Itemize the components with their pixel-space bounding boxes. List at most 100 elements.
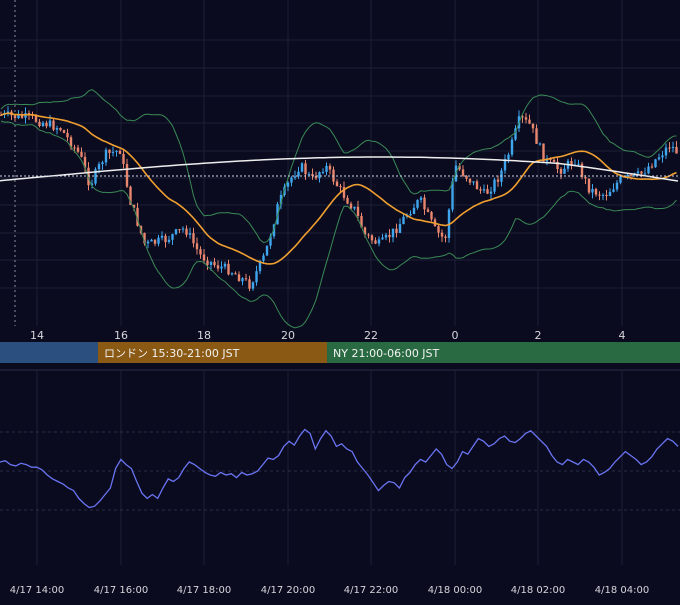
candle-body [671,146,675,149]
session-segment-ny [327,342,680,363]
candle-body [202,254,206,261]
candle-body [619,176,622,183]
candle-body [104,149,108,163]
candle-body [311,174,314,177]
candle-body [475,181,479,190]
candle-body [489,191,493,194]
candle-body [444,236,447,238]
candle-body [360,215,363,228]
candle-body [262,255,265,261]
candle-body [570,160,573,165]
candle-body [171,234,174,240]
candle-body [577,163,580,165]
candle-body [419,197,423,200]
candle-body [241,278,244,282]
candle-body [125,164,129,187]
price-plot [0,89,680,329]
candle-body [612,189,615,192]
candle-body [328,165,332,170]
candle-body [507,154,510,160]
candle-body [83,156,87,168]
candle-body [318,172,321,179]
candle-body [118,150,122,154]
oscillator-x-tick-label: 4/17 22:00 [344,585,398,596]
candle-body [556,161,559,169]
candle-body [248,279,251,289]
candle-body [297,171,300,177]
session-segment-tokyo [0,342,98,363]
candle-body [286,182,290,187]
candle-body [188,233,192,235]
candle-body [650,166,654,168]
candle-body [314,176,318,179]
candle-body [48,120,52,127]
candle-body [153,239,157,244]
candle-body [279,195,283,205]
candle-body [342,187,346,198]
candle-body [181,228,185,230]
candle-body [458,165,461,170]
candle-body [307,174,311,176]
candle-body [251,282,255,289]
candle-body [206,260,209,265]
candle-body [412,207,416,214]
candle-body [402,216,405,225]
candle-body [514,128,517,140]
candle-body [461,169,465,176]
candle-body [244,278,248,280]
candle-body [493,179,496,192]
candle-body [90,183,94,186]
candle-body [220,266,223,269]
candle-body [62,130,66,133]
candle-body [349,203,353,209]
oscillator-x-axis: 4/17 14:00 4/17 16:00 4/17 18:00 4/17 20:00… [10,585,649,596]
candle-body [17,114,20,119]
candle-body [73,147,76,149]
price-x-tick-label: 2 [535,329,542,342]
candle-body [157,237,160,244]
candle-body [160,235,164,238]
candle-body [353,206,356,209]
oscillator-x-tick-label: 4/17 14:00 [10,585,64,596]
candle-body [272,224,276,237]
candle-body [440,232,444,237]
candle-body [6,111,10,113]
candle-body [55,128,59,130]
candle-body [66,132,69,138]
price-x-tick-label: 4 [619,329,626,342]
candle-body [192,233,195,244]
candle-body [45,122,48,127]
session-label-london: ロンドン 15:30-21:00 JST [104,347,240,360]
candle-body [122,153,125,165]
candle-body [538,143,542,145]
candle-body [580,163,584,177]
candle-body [167,239,171,243]
candle-body [643,173,647,175]
candle-body [59,128,62,131]
candle-body [465,175,468,179]
session-bar: ロンドン 15:30-21:00 JST NY 21:00-06:00 JST [0,342,680,363]
candle-body [227,263,230,275]
candle-body [213,261,216,266]
oscillator-x-tick-label: 4/18 02:00 [511,585,565,596]
candle-body [304,163,307,175]
candle-body [265,245,269,256]
candle-body [335,181,339,187]
candle-body [587,178,591,193]
oscillator-x-tick-label: 4/18 04:00 [595,585,649,596]
price-x-axis: 14 16 18 20 22 0 2 4 [30,329,626,342]
candle-body [164,235,167,243]
candle-body [594,188,598,195]
candle-body [108,149,111,153]
candle-body [430,211,433,220]
candle-body [230,273,234,275]
candle-body [388,234,391,238]
candle-body [363,227,367,235]
candle-body [661,155,664,158]
oscillator-x-tick-label: 4/18 00:00 [428,585,482,596]
candle-body [535,128,538,144]
candle-body [146,241,150,244]
candle-body [416,199,419,208]
